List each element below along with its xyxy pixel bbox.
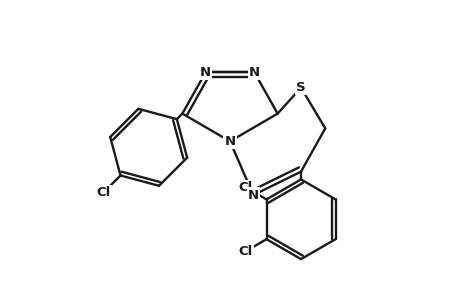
Text: N: N <box>247 188 258 202</box>
Text: Cl: Cl <box>238 181 252 194</box>
Text: Cl: Cl <box>238 245 252 258</box>
Text: N: N <box>200 66 211 79</box>
Text: N: N <box>224 135 235 148</box>
Text: S: S <box>296 81 305 94</box>
Text: Cl: Cl <box>96 186 110 199</box>
Text: N: N <box>248 66 259 79</box>
